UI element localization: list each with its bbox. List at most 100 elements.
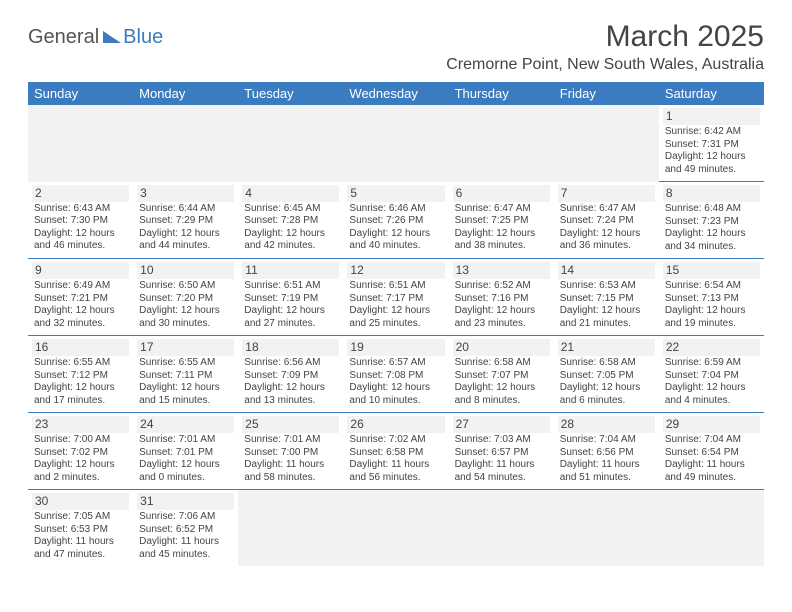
sunset-text: Sunset: 6:58 PM xyxy=(349,447,442,460)
day-details: Sunrise: 7:04 AMSunset: 6:54 PMDaylight:… xyxy=(663,434,760,484)
day-number: 17 xyxy=(137,339,234,356)
calendar-day-cell: 8Sunrise: 6:48 AMSunset: 7:23 PMDaylight… xyxy=(659,182,764,259)
col-monday: Monday xyxy=(133,82,238,105)
daylight-text: Daylight: 12 hours and 13 minutes. xyxy=(244,382,337,407)
calendar-day-cell: 27Sunrise: 7:03 AMSunset: 6:57 PMDayligh… xyxy=(449,413,554,490)
sunrise-text: Sunrise: 6:54 AM xyxy=(665,280,758,293)
day-details: Sunrise: 7:02 AMSunset: 6:58 PMDaylight:… xyxy=(347,434,444,484)
daylight-text: Daylight: 12 hours and 10 minutes. xyxy=(349,382,442,407)
calendar-day-cell xyxy=(238,490,343,567)
sunset-text: Sunset: 7:00 PM xyxy=(244,447,337,460)
day-number: 16 xyxy=(32,339,129,356)
day-number: 20 xyxy=(453,339,550,356)
sunset-text: Sunset: 6:57 PM xyxy=(455,447,548,460)
calendar-day-cell: 11Sunrise: 6:51 AMSunset: 7:19 PMDayligh… xyxy=(238,259,343,336)
daylight-text: Daylight: 12 hours and 27 minutes. xyxy=(244,305,337,330)
sunrise-text: Sunrise: 7:01 AM xyxy=(244,434,337,447)
sunset-text: Sunset: 7:07 PM xyxy=(455,370,548,383)
day-number: 6 xyxy=(453,185,550,202)
day-number: 29 xyxy=(663,416,760,433)
day-details: Sunrise: 6:50 AMSunset: 7:20 PMDaylight:… xyxy=(137,280,234,330)
daylight-text: Daylight: 12 hours and 42 minutes. xyxy=(244,228,337,253)
day-details: Sunrise: 6:48 AMSunset: 7:23 PMDaylight:… xyxy=(663,203,760,253)
daylight-text: Daylight: 11 hours and 49 minutes. xyxy=(665,459,758,484)
sunset-text: Sunset: 7:29 PM xyxy=(139,215,232,228)
location-subtitle: Cremorne Point, New South Wales, Austral… xyxy=(446,56,764,74)
day-details: Sunrise: 7:06 AMSunset: 6:52 PMDaylight:… xyxy=(137,511,234,561)
day-number: 8 xyxy=(663,185,760,202)
daylight-text: Daylight: 12 hours and 30 minutes. xyxy=(139,305,232,330)
day-number: 12 xyxy=(347,262,444,279)
month-title: March 2025 xyxy=(446,20,764,54)
sunrise-text: Sunrise: 6:58 AM xyxy=(455,357,548,370)
daylight-text: Daylight: 11 hours and 47 minutes. xyxy=(34,536,127,561)
calendar-day-cell: 22Sunrise: 6:59 AMSunset: 7:04 PMDayligh… xyxy=(659,336,764,413)
day-number: 23 xyxy=(32,416,129,433)
sunset-text: Sunset: 6:54 PM xyxy=(665,447,758,460)
daylight-text: Daylight: 11 hours and 51 minutes. xyxy=(560,459,653,484)
sunrise-text: Sunrise: 6:43 AM xyxy=(34,203,127,216)
daylight-text: Daylight: 11 hours and 56 minutes. xyxy=(349,459,442,484)
sunrise-text: Sunrise: 6:58 AM xyxy=(560,357,653,370)
day-number: 14 xyxy=(558,262,655,279)
daylight-text: Daylight: 12 hours and 19 minutes. xyxy=(665,305,758,330)
daylight-text: Daylight: 12 hours and 0 minutes. xyxy=(139,459,232,484)
sunset-text: Sunset: 7:26 PM xyxy=(349,215,442,228)
sunrise-text: Sunrise: 7:00 AM xyxy=(34,434,127,447)
sunrise-text: Sunrise: 6:42 AM xyxy=(665,126,758,139)
day-number: 30 xyxy=(32,493,129,510)
day-details: Sunrise: 7:01 AMSunset: 7:00 PMDaylight:… xyxy=(242,434,339,484)
day-details: Sunrise: 6:54 AMSunset: 7:13 PMDaylight:… xyxy=(663,280,760,330)
sunrise-text: Sunrise: 7:04 AM xyxy=(665,434,758,447)
sunrise-text: Sunrise: 6:45 AM xyxy=(244,203,337,216)
sunset-text: Sunset: 7:28 PM xyxy=(244,215,337,228)
daylight-text: Daylight: 12 hours and 6 minutes. xyxy=(560,382,653,407)
col-friday: Friday xyxy=(554,82,659,105)
sunrise-text: Sunrise: 6:51 AM xyxy=(244,280,337,293)
sunrise-text: Sunrise: 6:49 AM xyxy=(34,280,127,293)
daylight-text: Daylight: 12 hours and 23 minutes. xyxy=(455,305,548,330)
calendar-day-cell xyxy=(554,490,659,567)
calendar-week-row: 1Sunrise: 6:42 AMSunset: 7:31 PMDaylight… xyxy=(28,105,764,182)
calendar-day-cell xyxy=(238,105,343,182)
day-details: Sunrise: 6:58 AMSunset: 7:05 PMDaylight:… xyxy=(558,357,655,407)
sunrise-text: Sunrise: 6:56 AM xyxy=(244,357,337,370)
calendar-day-cell: 14Sunrise: 6:53 AMSunset: 7:15 PMDayligh… xyxy=(554,259,659,336)
sunrise-text: Sunrise: 6:57 AM xyxy=(349,357,442,370)
logo: General Blue xyxy=(28,26,163,49)
day-details: Sunrise: 7:01 AMSunset: 7:01 PMDaylight:… xyxy=(137,434,234,484)
day-details: Sunrise: 6:51 AMSunset: 7:17 PMDaylight:… xyxy=(347,280,444,330)
sunrise-text: Sunrise: 7:01 AM xyxy=(139,434,232,447)
daylight-text: Daylight: 12 hours and 4 minutes. xyxy=(665,382,758,407)
calendar-day-cell xyxy=(28,105,133,182)
day-details: Sunrise: 6:47 AMSunset: 7:24 PMDaylight:… xyxy=(558,203,655,253)
day-details: Sunrise: 6:55 AMSunset: 7:12 PMDaylight:… xyxy=(32,357,129,407)
day-details: Sunrise: 6:46 AMSunset: 7:26 PMDaylight:… xyxy=(347,203,444,253)
sunrise-text: Sunrise: 6:55 AM xyxy=(34,357,127,370)
day-number: 11 xyxy=(242,262,339,279)
sunset-text: Sunset: 7:04 PM xyxy=(665,370,758,383)
logo-flag-icon xyxy=(103,31,121,43)
calendar-week-row: 23Sunrise: 7:00 AMSunset: 7:02 PMDayligh… xyxy=(28,413,764,490)
sunrise-text: Sunrise: 6:59 AM xyxy=(665,357,758,370)
col-thursday: Thursday xyxy=(449,82,554,105)
sunrise-text: Sunrise: 6:51 AM xyxy=(349,280,442,293)
sunrise-text: Sunrise: 6:55 AM xyxy=(139,357,232,370)
daylight-text: Daylight: 11 hours and 58 minutes. xyxy=(244,459,337,484)
day-details: Sunrise: 6:58 AMSunset: 7:07 PMDaylight:… xyxy=(453,357,550,407)
sunset-text: Sunset: 7:23 PM xyxy=(665,216,758,229)
day-number: 28 xyxy=(558,416,655,433)
sunset-text: Sunset: 7:21 PM xyxy=(34,293,127,306)
calendar-day-cell: 20Sunrise: 6:58 AMSunset: 7:07 PMDayligh… xyxy=(449,336,554,413)
day-details: Sunrise: 7:04 AMSunset: 6:56 PMDaylight:… xyxy=(558,434,655,484)
day-details: Sunrise: 6:56 AMSunset: 7:09 PMDaylight:… xyxy=(242,357,339,407)
calendar-week-row: 16Sunrise: 6:55 AMSunset: 7:12 PMDayligh… xyxy=(28,336,764,413)
day-details: Sunrise: 6:59 AMSunset: 7:04 PMDaylight:… xyxy=(663,357,760,407)
sunrise-text: Sunrise: 6:48 AM xyxy=(665,203,758,216)
sunset-text: Sunset: 7:16 PM xyxy=(455,293,548,306)
calendar-day-cell: 1Sunrise: 6:42 AMSunset: 7:31 PMDaylight… xyxy=(659,105,764,182)
sunset-text: Sunset: 7:30 PM xyxy=(34,215,127,228)
calendar-day-cell: 15Sunrise: 6:54 AMSunset: 7:13 PMDayligh… xyxy=(659,259,764,336)
sunrise-text: Sunrise: 6:52 AM xyxy=(455,280,548,293)
day-number: 26 xyxy=(347,416,444,433)
